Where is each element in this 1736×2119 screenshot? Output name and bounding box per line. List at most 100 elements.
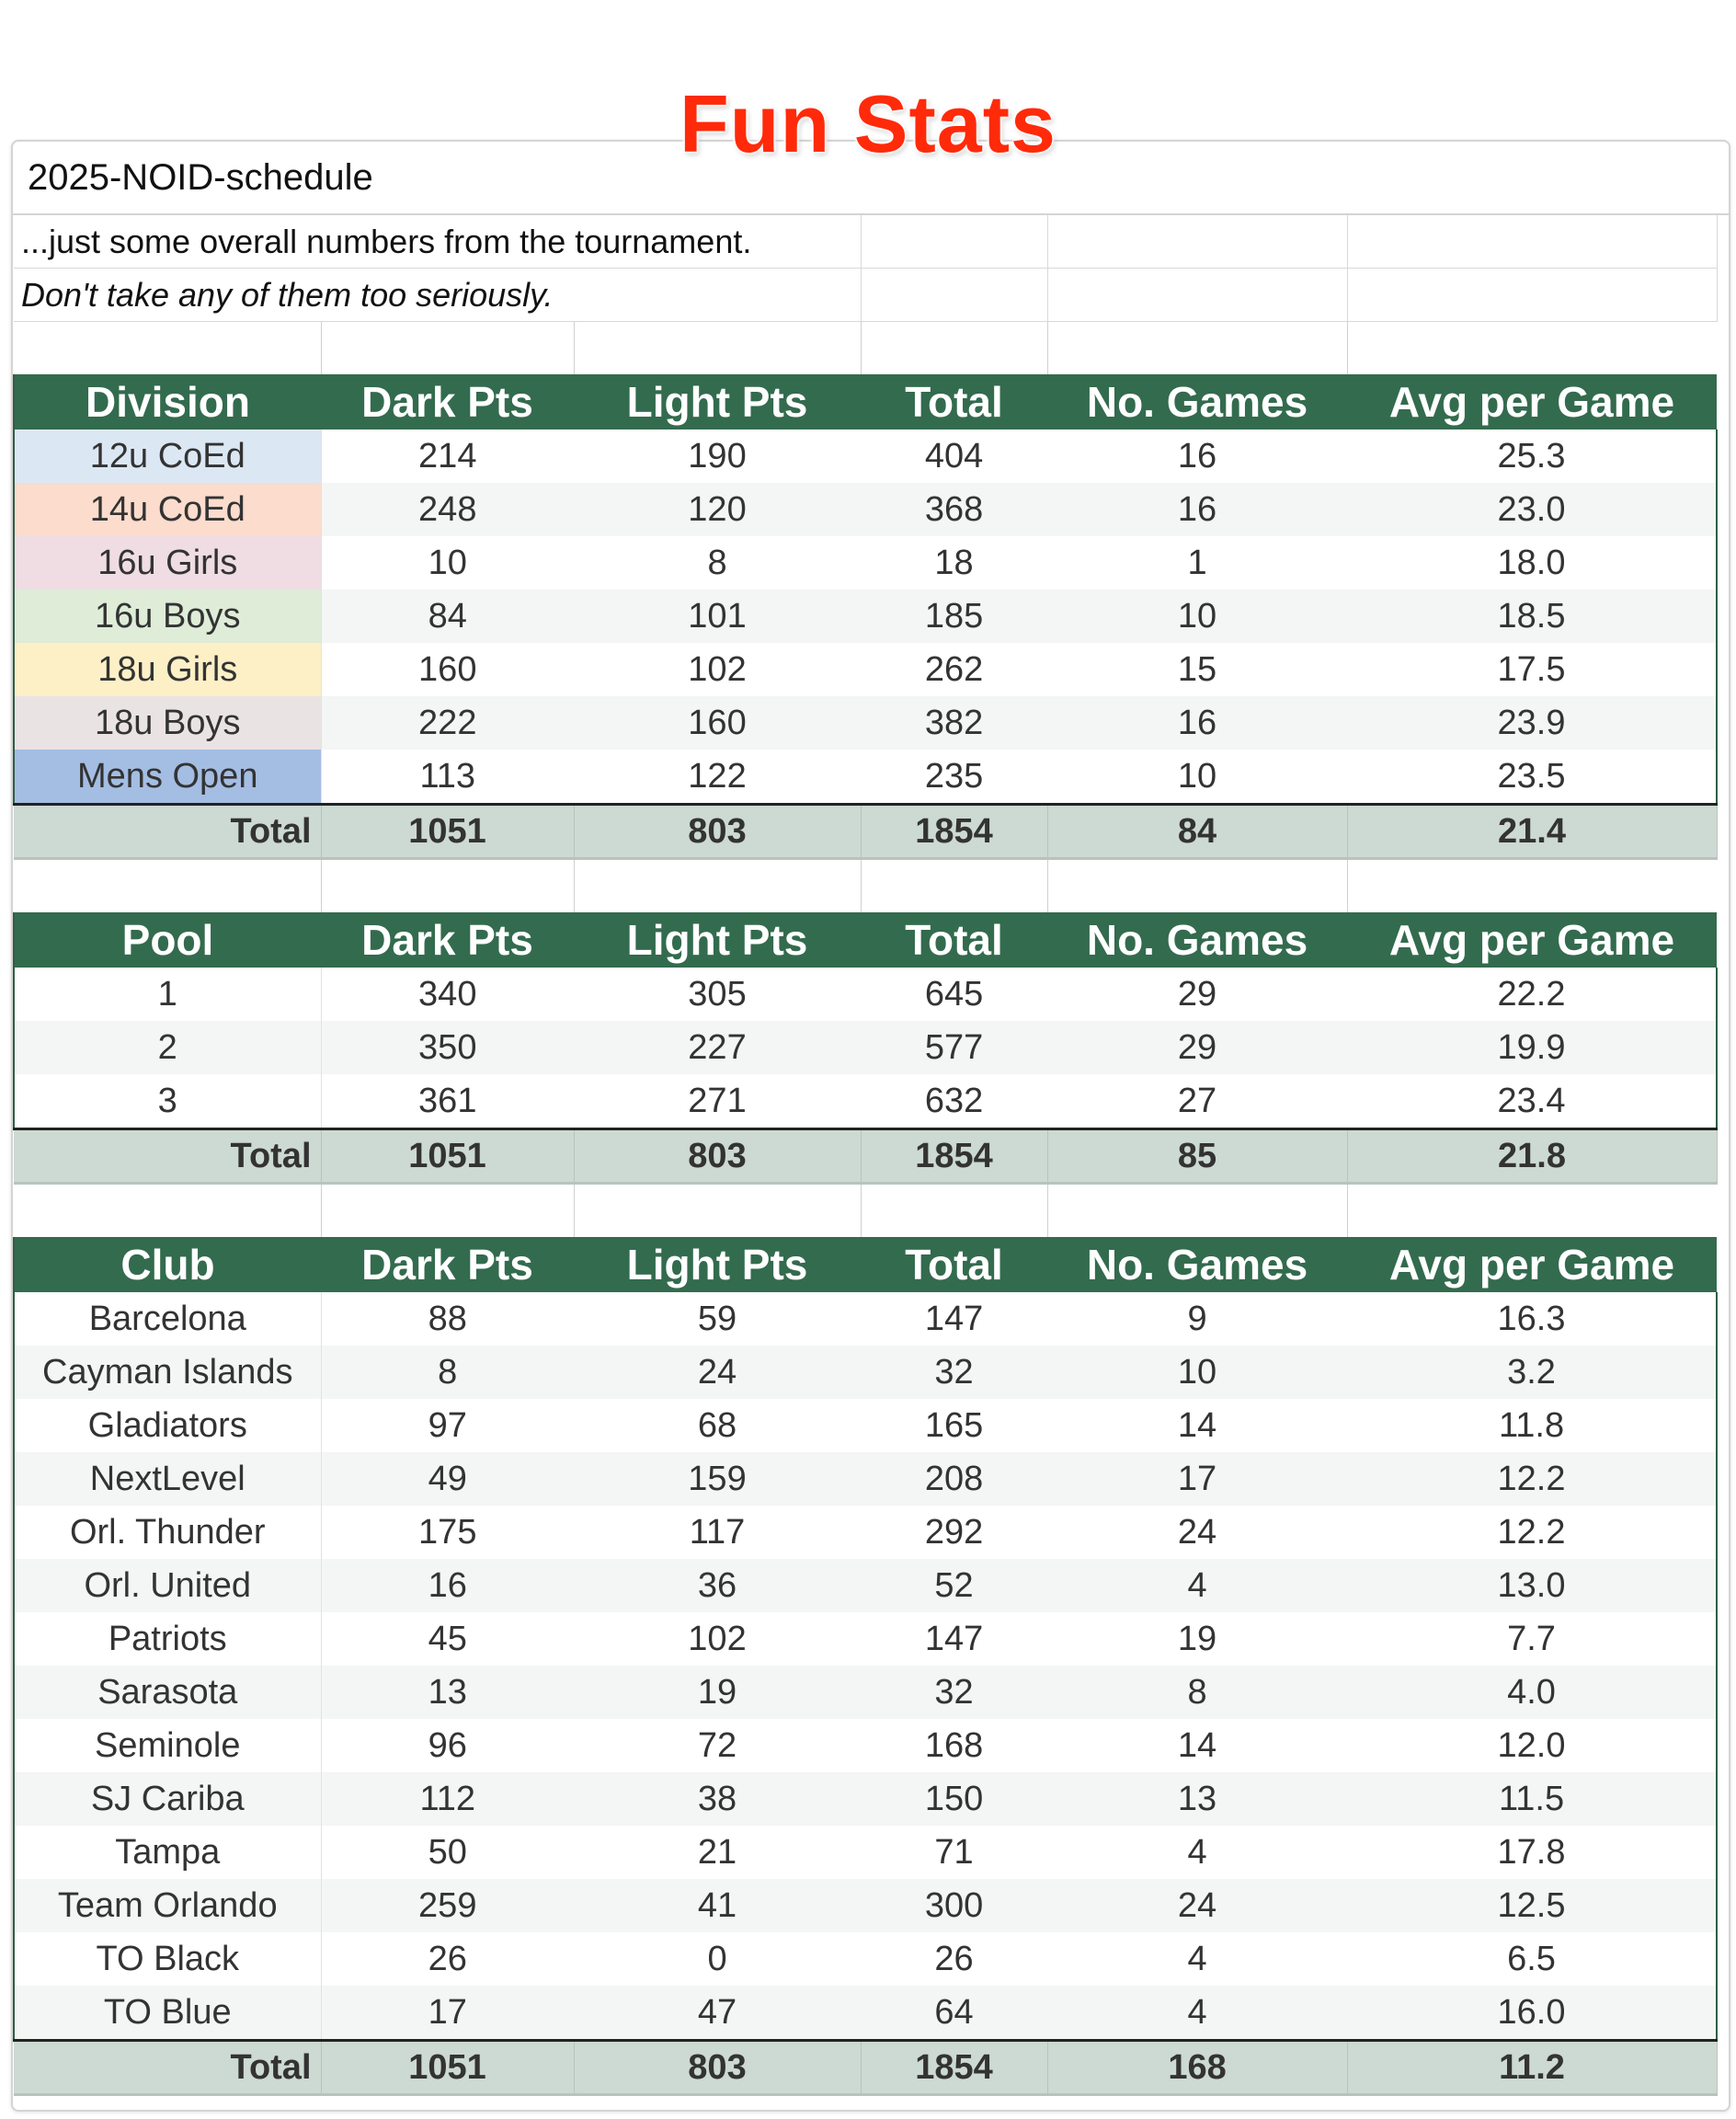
division-avg-cell[interactable]: 18.0 [1347, 536, 1719, 590]
club-light-cell[interactable]: 41 [574, 1879, 862, 1932]
club-name-cell[interactable]: TO Black [13, 1932, 322, 1986]
division-dark-cell[interactable]: 113 [419, 756, 476, 796]
club-total-cell[interactable]: 165 [924, 1405, 984, 1445]
club-total-games[interactable]: 168 [1047, 2039, 1348, 2096]
note-text[interactable]: Don't take any of them too seriously. [14, 268, 862, 322]
division-games-cell[interactable]: 1 [1187, 543, 1207, 582]
club-avg-cell[interactable]: 11.5 [1347, 1772, 1719, 1826]
club-name-cell[interactable]: Sarasota [13, 1666, 322, 1719]
pool-avg-cell[interactable]: 23.4 [1347, 1074, 1719, 1129]
division-dark-cell[interactable]: 84 [321, 590, 574, 643]
division-light-cell[interactable]: 122 [688, 756, 747, 796]
empty-cell[interactable] [574, 858, 862, 912]
cell[interactable] [861, 268, 1048, 322]
club-dark-cell[interactable]: 50 [428, 1832, 467, 1872]
club-light-cell[interactable]: 59 [697, 1299, 737, 1338]
division-games-cell[interactable]: 10 [1047, 590, 1348, 643]
empty-cell[interactable] [861, 321, 1048, 374]
pool-header-cell[interactable]: No. Games [1047, 912, 1348, 968]
club-dark-cell[interactable]: 49 [321, 1452, 574, 1506]
division-total-cell[interactable]: 382 [861, 696, 1048, 750]
division-total-avg[interactable]: 21.4 [1347, 803, 1718, 860]
pool-header-cell[interactable]: Pool [13, 912, 321, 968]
pool-total-games[interactable]: 85 [1047, 1128, 1348, 1185]
club-header-cell[interactable]: No. Games [1047, 1237, 1348, 1292]
division-games-cell[interactable]: 16 [1177, 436, 1217, 475]
club-total-cell[interactable]: 208 [861, 1452, 1048, 1506]
division-dark-cell[interactable]: 160 [418, 649, 477, 689]
club-light-cell[interactable]: 68 [697, 1405, 737, 1445]
club-light-cell[interactable]: 21 [697, 1832, 737, 1872]
division-avg-cell[interactable]: 17.5 [1347, 643, 1719, 696]
club-total-avg[interactable]: 11.2 [1347, 2039, 1718, 2096]
division-avg-cell[interactable]: 23.9 [1347, 696, 1719, 750]
club-avg-cell[interactable]: 16.3 [1347, 1292, 1719, 1346]
club-total-cell[interactable]: 300 [861, 1879, 1048, 1932]
division-avg-cell[interactable]: 25.3 [1347, 430, 1719, 483]
club-avg-cell[interactable]: 12.0 [1347, 1719, 1719, 1772]
club-games-cell[interactable]: 19 [1177, 1619, 1217, 1658]
club-header-cell[interactable]: Total [861, 1237, 1048, 1292]
club-header-cell[interactable]: Dark Pts [321, 1237, 574, 1292]
division-total-cell[interactable]: 368 [861, 483, 1048, 536]
pool-avg-cell[interactable]: 22.2 [1347, 968, 1719, 1021]
club-light-cell[interactable]: 72 [697, 1725, 737, 1765]
pool-avg-cell[interactable]: 19.9 [1347, 1021, 1719, 1074]
pool-total-cell[interactable]: 577 [861, 1021, 1048, 1074]
club-avg-cell[interactable]: 12.2 [1347, 1452, 1719, 1506]
pool-total-dark[interactable]: 1051 [321, 1128, 575, 1185]
division-games-cell[interactable]: 15 [1177, 649, 1217, 689]
division-total-cell[interactable]: 235 [924, 756, 984, 796]
club-name-cell[interactable]: TO Blue [13, 1986, 322, 2041]
cell[interactable] [1347, 268, 1718, 322]
club-total-cell[interactable]: 52 [861, 1559, 1048, 1612]
division-name-cell[interactable]: 14u CoEd [13, 483, 322, 536]
cell[interactable] [1047, 268, 1348, 322]
club-dark-cell[interactable]: 88 [428, 1299, 467, 1338]
club-dark-cell[interactable]: 175 [418, 1512, 477, 1552]
empty-cell[interactable] [861, 858, 1048, 912]
club-name-cell[interactable]: Orl. Thunder [13, 1506, 322, 1559]
club-games-cell[interactable]: 13 [1047, 1772, 1348, 1826]
division-total-cell[interactable]: 185 [861, 590, 1048, 643]
club-light-cell[interactable]: 38 [574, 1772, 862, 1826]
empty-cell[interactable] [1347, 322, 1717, 375]
pool-header-cell[interactable]: Light Pts [574, 912, 862, 968]
note-text[interactable]: ...just some overall numbers from the to… [14, 215, 862, 269]
division-dark-cell[interactable]: 10 [428, 543, 467, 582]
division-total-light[interactable]: 803 [574, 803, 862, 860]
pool-games-cell[interactable]: 27 [1177, 1081, 1217, 1120]
club-total-cell[interactable]: 292 [924, 1512, 984, 1552]
club-avg-cell[interactable]: 11.8 [1347, 1399, 1719, 1452]
club-games-cell[interactable]: 4 [1187, 1939, 1207, 1978]
club-total-cell[interactable]: 26 [934, 1939, 974, 1978]
club-header-cell[interactable]: Club [13, 1237, 321, 1292]
club-games-cell[interactable]: 24 [1047, 1879, 1348, 1932]
pool-total-light[interactable]: 803 [574, 1128, 862, 1185]
pool-name-cell[interactable]: 2 [13, 1021, 322, 1074]
club-games-cell[interactable]: 14 [1177, 1405, 1217, 1445]
pool-header-cell[interactable]: Total [861, 912, 1048, 968]
club-name-cell[interactable]: Team Orlando [13, 1879, 322, 1932]
empty-cell[interactable] [1347, 1184, 1717, 1238]
club-dark-cell[interactable]: 259 [321, 1879, 574, 1932]
pool-dark-cell[interactable]: 361 [418, 1081, 477, 1120]
division-total-label[interactable]: Total [14, 803, 322, 860]
division-games-cell[interactable]: 16 [1047, 696, 1348, 750]
division-total-games[interactable]: 84 [1047, 803, 1348, 860]
club-light-cell[interactable]: 159 [574, 1452, 862, 1506]
pool-name-cell[interactable]: 1 [13, 968, 322, 1021]
club-games-cell[interactable]: 8 [1047, 1666, 1348, 1719]
club-dark-cell[interactable]: 96 [428, 1725, 467, 1765]
division-light-cell[interactable]: 101 [574, 590, 862, 643]
club-light-cell[interactable]: 0 [707, 1939, 727, 1978]
empty-cell[interactable] [321, 1183, 575, 1237]
club-avg-cell[interactable]: 3.2 [1347, 1346, 1719, 1399]
pool-header-cell[interactable]: Dark Pts [321, 912, 574, 968]
club-total-total[interactable]: 1854 [861, 2039, 1048, 2096]
club-avg-cell[interactable]: 17.8 [1347, 1826, 1719, 1879]
club-total-light[interactable]: 803 [574, 2039, 862, 2096]
club-total-cell[interactable]: 71 [934, 1832, 974, 1872]
club-total-cell[interactable]: 32 [861, 1346, 1048, 1399]
division-avg-cell[interactable]: 23.5 [1347, 750, 1719, 805]
